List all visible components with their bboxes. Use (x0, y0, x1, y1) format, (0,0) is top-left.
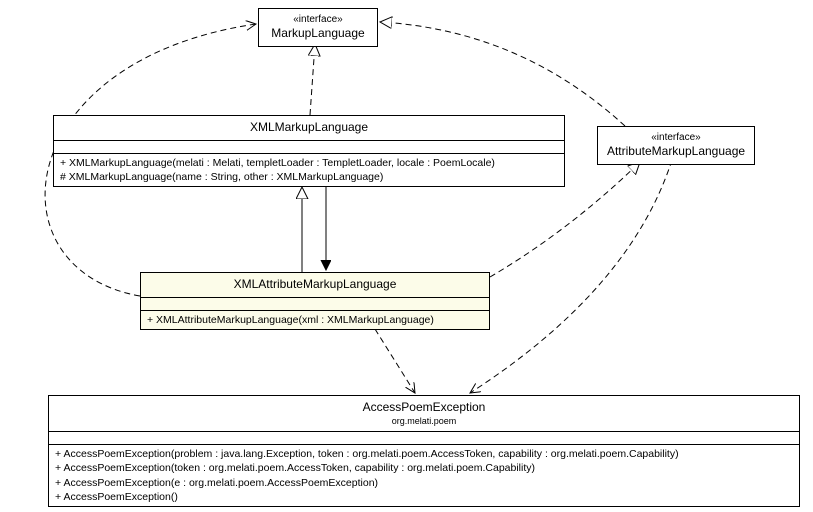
attributes-compartment (141, 298, 489, 311)
class-markup-language: «interface» MarkupLanguage (258, 8, 378, 47)
class-name: AttributeMarkupLanguage (607, 144, 745, 158)
attributes-compartment (49, 432, 799, 445)
method-row: + AccessPoemException(e : org.melati.poe… (55, 476, 793, 490)
method-row: + XMLAttributeMarkupLanguage(xml : XMLMa… (147, 313, 483, 327)
stereotype-label: «interface» (606, 131, 746, 144)
class-access-poem-exception: AccessPoemException org.melati.poem + Ac… (48, 395, 800, 507)
class-xml-attribute-markup-language: XMLAttributeMarkupLanguage + XMLAttribut… (140, 272, 490, 330)
class-name: XMLMarkupLanguage (250, 120, 368, 134)
attributes-compartment (54, 141, 564, 154)
methods-compartment: + XMLMarkupLanguage(melati : Melati, tem… (54, 154, 564, 186)
class-attribute-markup-language: «interface» AttributeMarkupLanguage (597, 126, 755, 165)
class-name: MarkupLanguage (271, 26, 364, 40)
package-label: org.melati.poem (57, 416, 791, 428)
method-row: + AccessPoemException(token : org.melati… (55, 461, 793, 475)
class-name: XMLAttributeMarkupLanguage (234, 277, 397, 291)
edge-attrml-uses-ape (470, 160, 672, 393)
edge-xmlattr-uses-ape (375, 329, 415, 393)
class-xml-markup-language: XMLMarkupLanguage + XMLMarkupLanguage(me… (53, 115, 565, 187)
edge-xml-realizes-markup (310, 44, 315, 115)
method-row: + AccessPoemException() (55, 490, 793, 504)
method-row: + XMLMarkupLanguage(melati : Melati, tem… (60, 156, 558, 170)
method-row: # XMLMarkupLanguage(name : String, other… (60, 170, 558, 184)
method-row: + AccessPoemException(problem : java.lan… (55, 447, 793, 461)
methods-compartment: + XMLAttributeMarkupLanguage(xml : XMLMa… (141, 311, 489, 329)
edge-attrml-extends-markup (380, 22, 625, 126)
stereotype-label: «interface» (267, 13, 369, 26)
methods-compartment: + AccessPoemException(problem : java.lan… (49, 445, 799, 506)
class-name: AccessPoemException (363, 400, 486, 414)
